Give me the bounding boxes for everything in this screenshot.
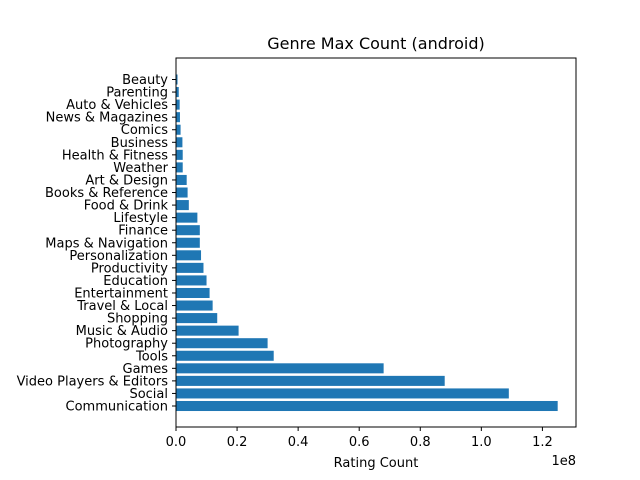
y-tick-label: Finance [118,224,168,239]
bar-education [176,275,207,286]
y-tick-label: Auto & Vehicles [66,98,168,113]
chart-title: Genre Max Count (android) [267,34,485,53]
bar-food-drink [176,200,189,211]
bar-auto-vehicles [176,99,180,110]
y-tick-label: Art & Design [85,173,168,188]
y-tick-label: Food & Drink [84,199,169,214]
y-tick-label: Business [111,136,169,151]
y-tick-label: Travel & Local [76,299,168,314]
bar-video-players-editors [176,375,445,386]
y-tick-label: Games [123,362,169,377]
x-axis-offset-label: 1e8 [551,454,576,469]
bar-social [176,388,509,399]
x-tick-label: 1.2 [532,435,553,450]
y-tick-label: Maps & Navigation [45,236,168,251]
x-tick-label: 0.2 [227,435,248,450]
bar-shopping [176,313,218,324]
bar-tools [176,350,274,361]
y-tick-label: Entertainment [74,286,168,301]
x-axis-label: Rating Count [334,456,419,471]
x-tick-label: 0.8 [410,435,431,450]
bar-books-reference [176,187,188,198]
bar-business [176,137,183,148]
y-tick-label: Lifestyle [113,211,168,226]
y-tick-label: Music & Audio [76,324,168,339]
y-tick-label: Shopping [107,312,168,327]
bar-parenting [176,87,179,98]
bar-comics [176,124,181,135]
y-tick-label: Personalization [69,249,168,264]
x-axis-ticks: 0.0 0.2 0.4 0.6 0.8 1.0 1.2 [166,427,553,450]
y-tick-label: News & Magazines [46,111,169,126]
bar-music-audio [176,325,239,336]
x-tick-label: 0.4 [288,435,309,450]
bar-personalization [176,250,202,261]
y-tick-label: Social [129,387,168,402]
bar-beauty [176,74,178,85]
bar-lifestyle [176,212,198,223]
y-tick-label: Parenting [106,86,168,101]
bar-maps-navigation [176,237,200,248]
bar-finance [176,225,200,236]
y-tick-label: Health & Fitness [62,148,168,163]
bar-communication [176,400,558,412]
bar-entertainment [176,287,210,299]
y-tick-label: Beauty [122,73,168,88]
x-tick-label: 0.6 [349,435,370,450]
y-tick-label: Books & Reference [45,186,168,201]
x-tick-label: 1.0 [471,435,492,450]
bar-photography [176,338,268,349]
bar-weather [176,162,183,173]
y-tick-label: Video Players & Editors [17,374,169,389]
bar-health-fitness [176,149,183,160]
y-tick-label: Education [103,274,168,289]
y-tick-label: Photography [85,337,168,352]
y-tick-label: Comics [121,123,168,138]
bar-travel-local [176,300,213,311]
bars-group [176,74,558,412]
bar-news-magazines [176,112,180,123]
bar-games [176,363,384,374]
y-tick-label: Communication [66,400,168,415]
plot-frame [175,57,577,428]
y-tick-label: Productivity [91,261,168,276]
y-tick-label: Weather [113,161,168,176]
bar-productivity [176,262,204,273]
x-tick-label: 0.0 [166,435,187,450]
y-tick-label: Tools [135,349,168,364]
bar-art-design [176,174,187,185]
